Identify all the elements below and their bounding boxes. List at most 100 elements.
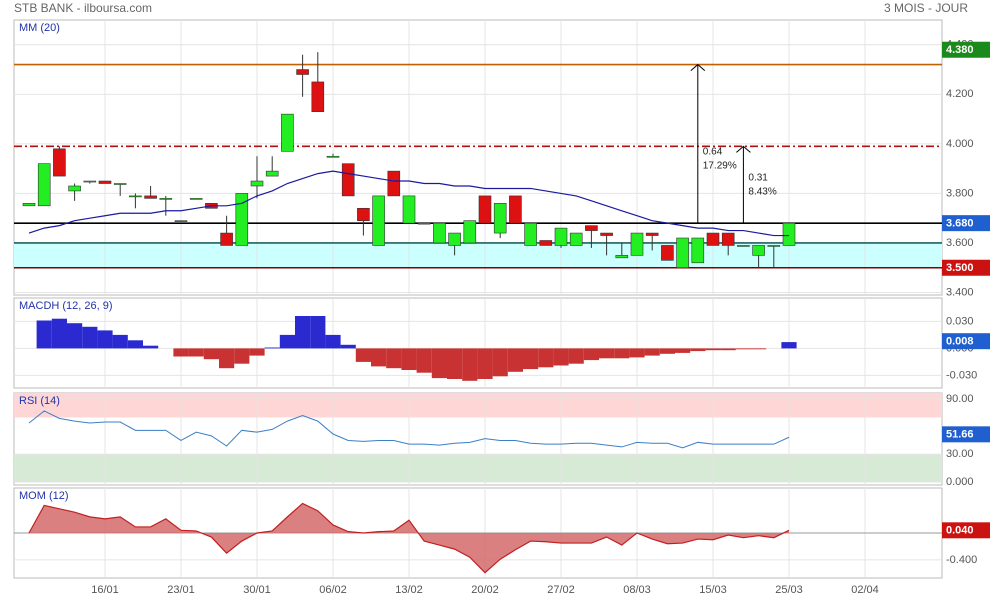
bar	[67, 323, 83, 349]
bar	[82, 326, 98, 349]
bar	[431, 348, 447, 379]
candle-body	[752, 245, 765, 256]
bar	[705, 348, 721, 351]
y-tick-label: 4.200	[946, 88, 974, 100]
annotation-percent: 17.29%	[703, 161, 737, 172]
bar	[720, 348, 736, 351]
bar	[507, 348, 523, 372]
candle-body	[159, 198, 173, 200]
panel-title: MACDH (12, 26, 9)	[19, 300, 113, 312]
value-box-label: 0.008	[946, 336, 974, 348]
candle-body	[68, 185, 81, 192]
annotation-label: 0.64	[703, 147, 723, 158]
bar	[690, 348, 706, 352]
candle-body	[326, 155, 340, 158]
x-tick-label: 27/02	[547, 584, 575, 596]
panel-title: RSI (14)	[19, 395, 60, 407]
candle-body	[524, 222, 537, 246]
bar	[553, 348, 569, 366]
period: 3 MOIS - JOUR	[884, 1, 968, 15]
y-tick-label: 3.600	[946, 237, 974, 249]
value-box	[942, 215, 990, 232]
candle-body	[144, 195, 157, 199]
bar	[781, 342, 797, 349]
bar	[234, 348, 250, 364]
bar	[401, 348, 417, 370]
zone	[14, 393, 942, 418]
candle-body	[782, 222, 796, 246]
candle-body	[250, 180, 264, 187]
candle-body	[22, 203, 36, 207]
bar	[112, 334, 128, 349]
bar	[644, 348, 660, 356]
x-tick-label: 02/04	[851, 584, 879, 596]
x-tick-label: 30/01	[243, 584, 271, 596]
y-tick-label: 90.00	[946, 393, 974, 405]
candle-body	[53, 148, 66, 177]
value-box-label: 3.500	[946, 262, 974, 274]
value-box	[942, 426, 990, 443]
candle-body	[281, 113, 294, 152]
bar	[416, 348, 432, 373]
value-box-label: 3.680	[946, 218, 974, 230]
bar	[568, 348, 584, 364]
candle-body	[341, 163, 355, 197]
candle-body	[372, 195, 385, 246]
candle-body	[509, 195, 522, 224]
y-tick-label: 3.400	[946, 286, 974, 298]
candle-body	[463, 220, 477, 244]
candle-body	[311, 81, 325, 112]
candle-body	[645, 232, 659, 236]
bar	[295, 316, 311, 349]
x-tick-label: 23/01	[167, 584, 195, 596]
candle-body	[539, 240, 553, 246]
arrow-head	[736, 145, 751, 153]
candle-body	[600, 232, 613, 236]
page-title: STB BANK - ilboursa.com	[14, 1, 152, 15]
candle-body	[585, 225, 598, 231]
candle-body	[220, 232, 233, 246]
candle-body	[448, 232, 461, 246]
bar	[583, 348, 599, 361]
ma-line	[28, 170, 789, 237]
candle-body	[493, 203, 507, 234]
zone	[14, 454, 942, 482]
y-tick-label: 4.000	[946, 138, 974, 150]
candle-body	[661, 245, 674, 261]
candle-body	[433, 222, 446, 244]
x-tick-label: 08/03	[623, 584, 651, 596]
bar	[599, 348, 615, 359]
bar	[173, 348, 189, 357]
value-box	[942, 333, 990, 350]
bar	[203, 348, 219, 360]
value-box	[942, 522, 990, 539]
x-tick-label: 15/03	[699, 584, 727, 596]
bar	[523, 348, 539, 370]
arrow-head	[690, 63, 706, 71]
bar	[325, 334, 341, 349]
candle-body	[417, 222, 431, 225]
candle-body	[37, 163, 51, 207]
bar	[538, 348, 554, 368]
bar	[249, 348, 265, 356]
panel-title: MOM (12)	[19, 490, 69, 502]
bar	[219, 348, 235, 369]
bar	[614, 348, 630, 359]
value-box	[942, 41, 990, 58]
y-tick-label: -0.400	[946, 554, 977, 566]
candle-body	[569, 232, 583, 246]
bar	[127, 340, 143, 349]
bar	[462, 348, 478, 381]
y-tick-label: 30.00	[946, 448, 974, 460]
bar	[264, 347, 280, 349]
bar	[340, 344, 356, 349]
candle-body	[767, 245, 781, 247]
x-tick-label: 06/02	[319, 584, 347, 596]
candle-body	[691, 237, 705, 264]
bar	[97, 330, 113, 349]
x-tick-label: 13/02	[395, 584, 423, 596]
bar	[447, 348, 463, 379]
line	[28, 502, 790, 574]
y-tick-label: 0.030	[946, 315, 974, 327]
